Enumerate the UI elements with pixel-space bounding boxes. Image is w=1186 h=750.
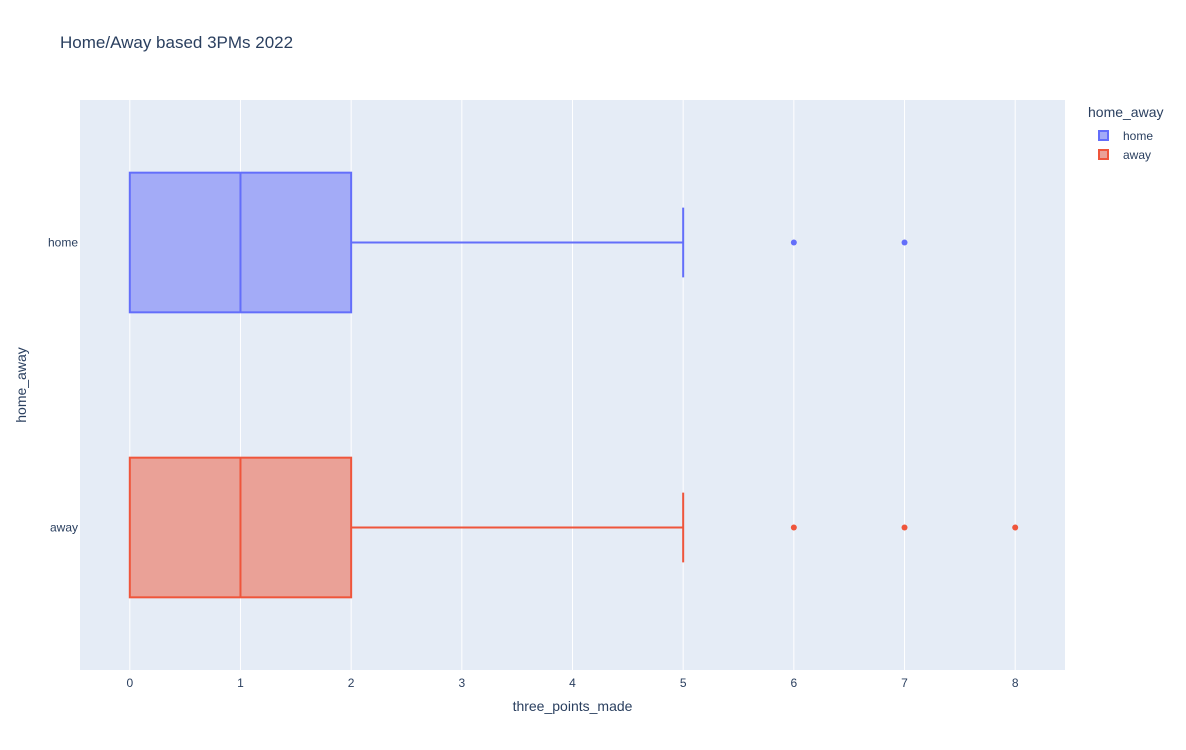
y-tick-label-home: home [48, 236, 78, 250]
y-tick-label-away: away [50, 521, 78, 535]
outlier-away-8 [1012, 524, 1019, 531]
x-tick-label-7: 7 [901, 676, 908, 690]
x-tick-label-1: 1 [237, 676, 244, 690]
legend-title: home_away [1088, 104, 1164, 120]
legend-label-home: home [1123, 128, 1154, 143]
y-axis-ticks: home away [48, 236, 78, 535]
legend-item-away[interactable]: away [1098, 145, 1164, 164]
outlier-home-7 [901, 239, 908, 246]
x-tick-label-5: 5 [680, 676, 687, 690]
box-traces [128, 171, 1019, 599]
x-tick-label-2: 2 [348, 676, 355, 690]
box-trace-home [128, 171, 908, 314]
x-axis-label: three_points_made [513, 698, 633, 714]
legend: home_away home away [1088, 104, 1164, 164]
legend-swatch-home [1098, 130, 1109, 141]
legend-label-away: away [1123, 147, 1152, 162]
box-trace-away [128, 456, 1019, 599]
x-tick-label-0: 0 [126, 676, 133, 690]
x-tick-label-8: 8 [1012, 676, 1019, 690]
outlier-home-6 [790, 239, 797, 246]
chart-title: Home/Away based 3PMs 2022 [60, 33, 294, 52]
legend-swatch-away [1098, 149, 1109, 160]
x-tick-label-4: 4 [569, 676, 576, 690]
outlier-away-6 [790, 524, 797, 531]
legend-item-home[interactable]: home [1098, 126, 1164, 145]
outlier-away-7 [901, 524, 908, 531]
x-tick-label-3: 3 [458, 676, 465, 690]
x-tick-label-6: 6 [791, 676, 798, 690]
y-axis-label: home_away [13, 347, 29, 423]
x-axis-ticks: 0 1 2 3 4 5 6 7 8 [126, 676, 1018, 690]
